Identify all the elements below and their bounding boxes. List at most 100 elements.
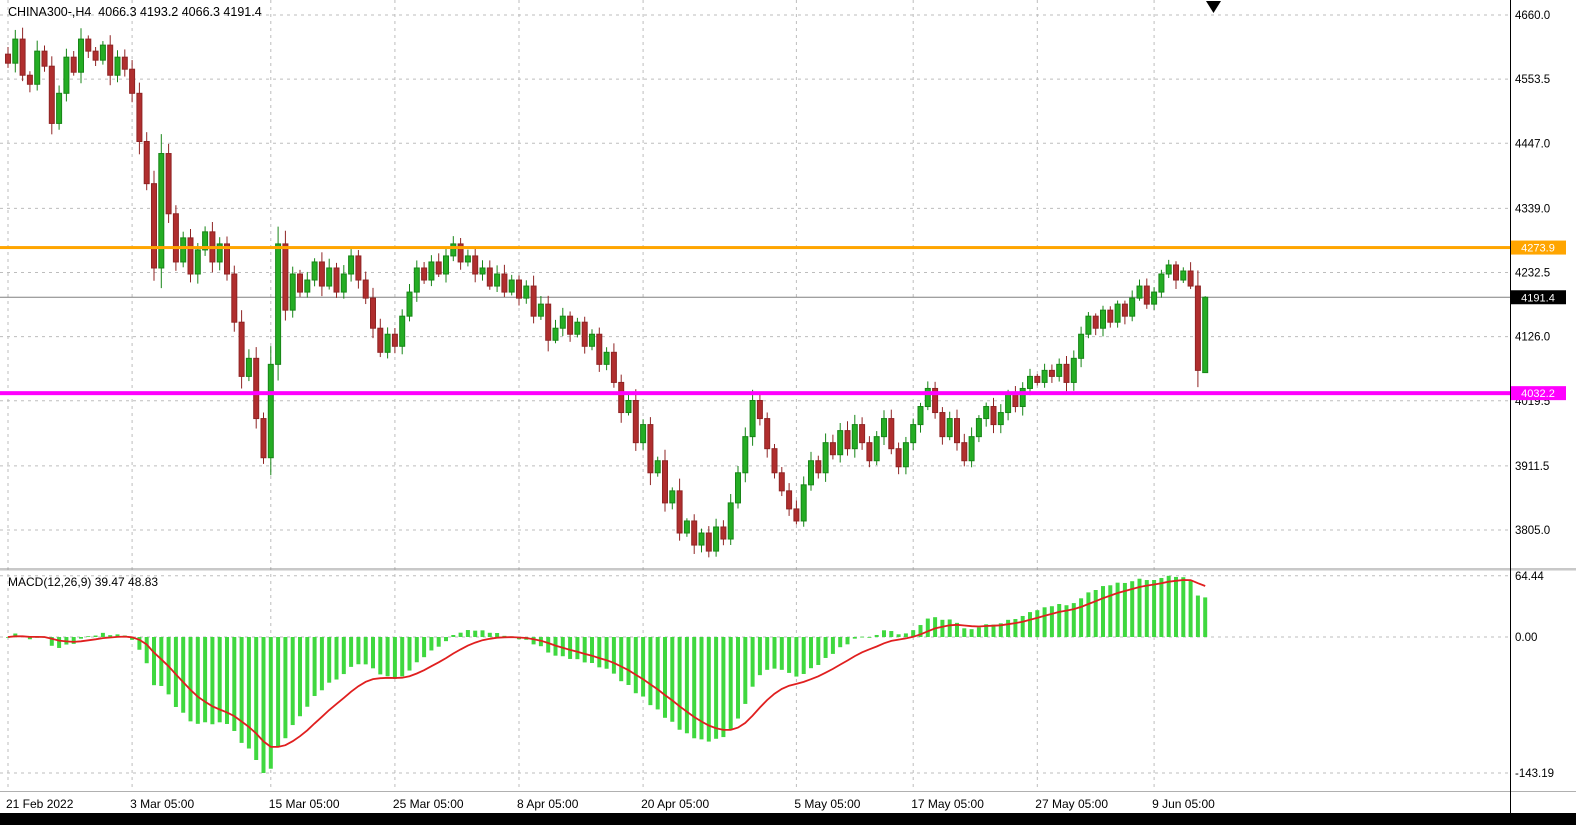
candle [545,295,552,352]
candle [793,500,800,525]
resistance-line-orange[interactable] [0,246,1510,250]
macd-bar [195,637,200,724]
candle [1063,355,1070,392]
candle-body [954,418,960,444]
candle-body [778,472,785,492]
candle-body [216,243,223,263]
candle [537,296,544,320]
macd-bar [356,637,361,665]
candle [377,318,384,358]
candle [253,347,260,429]
candle-body [917,406,924,426]
macd-bar [933,617,938,637]
candle [311,258,318,287]
macd-bar [13,633,18,637]
macd-bar [955,622,959,637]
candle [567,311,574,342]
macd-bar [27,637,32,640]
candle-body [1056,363,1063,377]
macd-bar [254,637,259,760]
candle [632,389,639,451]
candle-body [399,315,406,347]
macd-bar [772,637,777,669]
price-axis-label: 4553.5 [1515,74,1550,86]
candle-body [749,399,756,438]
candle [764,412,771,458]
candle-body [574,321,581,335]
candle [837,422,844,463]
candle [370,287,376,339]
macd-bar [108,635,113,637]
candle [267,346,274,476]
candle-body [421,267,428,281]
candle [99,41,106,65]
candle [1078,326,1085,368]
candle-body [19,38,26,76]
candle [1180,267,1187,284]
candle-body [844,430,851,450]
candle-body [924,387,931,408]
macd-bar [809,637,813,669]
macd-bar [341,637,346,675]
candle [486,260,493,290]
candle [92,46,99,67]
candle-body [464,255,471,263]
macd-bar [115,634,120,637]
macd-bar [655,637,660,710]
candle [19,27,26,82]
candle [1114,300,1121,328]
macd-bar [487,632,492,637]
candle [640,419,647,450]
support-line-magenta[interactable] [0,391,1510,396]
macd-bar [882,630,886,637]
candle-body [289,273,296,311]
candle-body [48,65,55,124]
candle-body [56,92,63,124]
candle [151,170,157,281]
macd-bar [1101,586,1105,637]
candle [808,451,814,491]
candle-body [793,508,800,522]
macd-bar [319,637,324,691]
macd-bar [276,637,281,748]
macd-bar [371,637,375,669]
macd-bar [290,637,295,726]
macd-bar [210,637,215,725]
candle [902,436,909,475]
candle [348,249,355,282]
macd-bar [363,637,368,665]
candle [121,49,128,77]
candle [815,455,822,479]
candle-body [975,418,982,438]
chart-shift-marker-icon[interactable] [1206,1,1221,13]
candle-body [1136,285,1143,299]
candle-body [165,153,172,215]
candle-body [530,285,537,317]
candle-body [654,460,661,474]
macd-bar [203,637,208,723]
candle [1121,300,1128,325]
macd-bar [144,637,149,664]
candle-body [888,418,895,450]
candle-body [727,502,734,540]
candle-body [537,303,544,317]
candle [910,418,917,451]
macd-bar [852,637,857,639]
candle-body [808,460,814,486]
price-marker-4032.2-text: 4032.2 [1521,388,1555,400]
candle-body [1063,363,1070,383]
macd-bar [1028,612,1032,637]
macd-bar [100,632,105,637]
candle [756,392,763,426]
candle-body [370,297,376,329]
candle [1202,296,1209,374]
candle [720,520,727,546]
macd-bar [407,637,412,671]
candle [180,231,187,268]
macd-bar [1137,578,1142,637]
candle [581,316,588,354]
candle-body [589,333,595,347]
candle-body [114,56,121,76]
